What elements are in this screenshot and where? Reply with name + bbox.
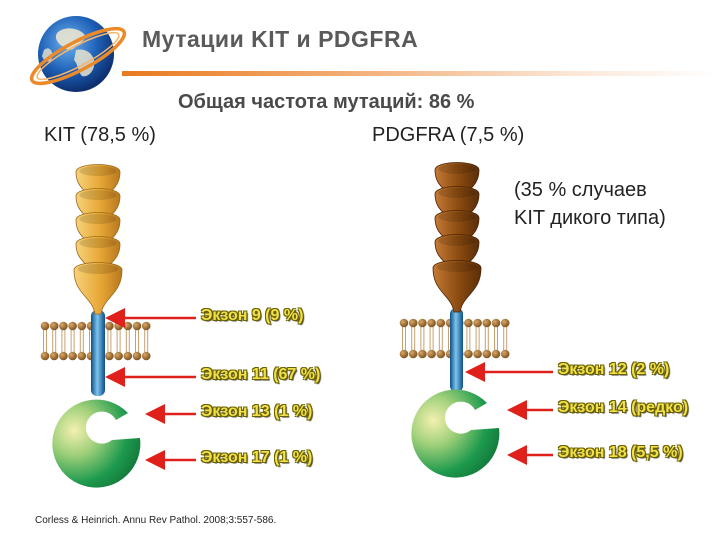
lipid-head	[491, 318, 501, 328]
wild-type-note-line-1: (35 % случаев	[514, 179, 647, 201]
kit-exon-17-label: Экзон 17 (1 %)	[201, 449, 313, 466]
kit-ig-domain-rim	[79, 166, 117, 176]
lipid-head	[132, 351, 142, 361]
wild-type-note: (35 % случаев KIT дикого типа)	[514, 176, 720, 232]
pdgfra-ig-domain-rim	[438, 212, 476, 222]
kit-exon-13-label: Экзон 13 (1 %)	[201, 403, 313, 420]
lipid-head	[500, 318, 510, 328]
kit-receptor	[40, 164, 151, 488]
lipid-head	[473, 318, 482, 328]
lipid-head	[49, 321, 59, 331]
lipid-head	[427, 349, 436, 359]
pdgfra-extracellular-domains	[432, 162, 482, 313]
lipid-head	[132, 321, 142, 331]
lipid-head	[49, 351, 59, 361]
lipid-head	[40, 321, 50, 331]
pdgfra-kinase-domain	[411, 389, 500, 478]
lipid-head	[141, 351, 151, 361]
lipid-head	[408, 318, 418, 328]
globe-logo	[29, 16, 127, 92]
lipid-head	[464, 349, 473, 359]
pdgfra-transmembrane-segment	[450, 308, 463, 392]
lipid-head	[399, 318, 409, 328]
pdgfra-exon-18-label: Экзон 18 (5,5 %)	[558, 444, 683, 461]
kit-heading: KIT (78,5 %)	[44, 124, 156, 146]
kit-ig-domain-rim	[77, 264, 119, 274]
title-underline	[122, 71, 720, 76]
lipid-head	[482, 349, 492, 359]
lipid-head	[427, 318, 436, 328]
pdgfra-exon-12-label: Экзон 12 (2 %)	[558, 361, 670, 378]
kit-ig-domain-rim	[79, 190, 117, 200]
pdgfra-ig-domain-rim	[436, 262, 478, 272]
lipid-head	[482, 318, 492, 328]
lipid-head	[114, 351, 123, 361]
kit-exon-11-label: Экзон 11 (67 %)	[201, 366, 321, 383]
lipid-head	[399, 349, 409, 359]
kit-ig-domain-rim	[79, 238, 117, 248]
slide-title: Мутации KIT и PDGFRA	[142, 26, 419, 52]
lipid-head	[500, 349, 510, 359]
lipid-head	[418, 318, 427, 328]
pdgfra-ig-domain-5	[432, 260, 482, 313]
pdgfra-ig-domain-rim	[438, 164, 476, 174]
lipid-head	[68, 351, 77, 361]
lipid-head	[436, 318, 446, 328]
lipid-head	[473, 349, 482, 359]
lipid-head	[491, 349, 501, 359]
kit-exon-arrows	[105, 308, 196, 470]
pdgfra-ig-domain-rim	[438, 236, 476, 246]
kit-ig-domain-5	[73, 262, 123, 315]
lipid-head	[408, 349, 418, 359]
overall-mutation-frequency: Общая частота мутаций: 86 %	[178, 91, 475, 113]
kit-exon-9-label: Экзон 9 (9 %)	[201, 307, 304, 324]
lipid-head	[59, 351, 68, 361]
lipid-head	[418, 349, 427, 359]
lipid-head	[123, 351, 133, 361]
pdgfra-exon-14-label: Экзон 14 (редко)	[558, 399, 689, 416]
lipid-head	[105, 351, 114, 361]
lipid-head	[77, 321, 87, 331]
pdgfra-ig-domain-rim	[438, 188, 476, 198]
lipid-head	[105, 321, 114, 331]
kit-extracellular-domains	[73, 164, 123, 315]
wild-type-note-line-2: KIT дикого типа)	[514, 207, 666, 229]
lipid-head	[123, 321, 133, 331]
lipid-head	[114, 321, 123, 331]
lipid-head	[68, 321, 77, 331]
lipid-head	[436, 349, 446, 359]
kit-ig-domain-rim	[79, 214, 117, 224]
lipid-head	[40, 351, 50, 361]
kit-kinase-domain	[52, 399, 141, 488]
lipid-head	[464, 318, 473, 328]
pdgfra-heading: PDGFRA (7,5 %)	[372, 124, 525, 146]
lipid-head	[141, 321, 151, 331]
kit-transmembrane-segment	[91, 310, 105, 396]
citation: Corless & Heinrich. Annu Rev Pathol. 200…	[35, 515, 277, 526]
lipid-head	[77, 351, 87, 361]
pdgfra-exon-arrows	[465, 362, 553, 465]
pdgfra-receptor	[399, 162, 510, 478]
lipid-head	[59, 321, 68, 331]
